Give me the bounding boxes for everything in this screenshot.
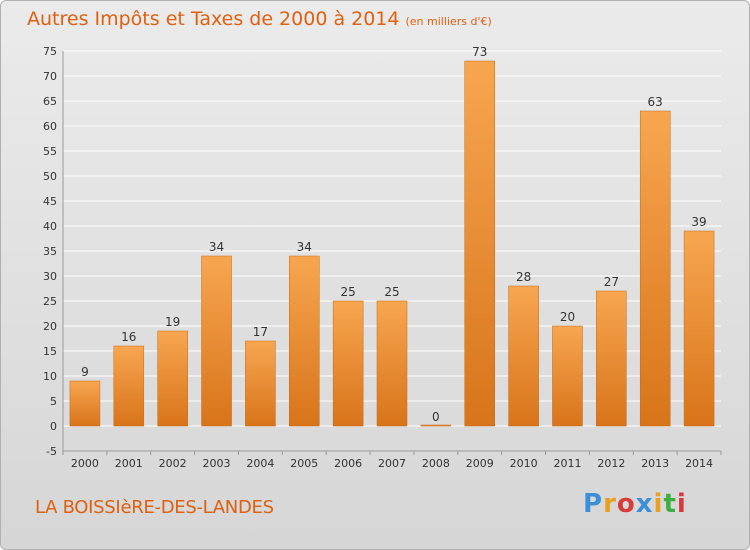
proxiti-logo[interactable]: Proxiti <box>583 489 687 519</box>
data-label-2004: 17 <box>253 325 268 339</box>
y-tick-label: 45 <box>43 195 57 208</box>
chart-title-unit: (en milliers d'€) <box>405 15 492 28</box>
data-label-2002: 19 <box>165 315 180 329</box>
y-tick-label: 20 <box>43 320 57 333</box>
y-tick-label: 60 <box>43 120 57 133</box>
x-tick-label-2006: 2006 <box>334 457 362 470</box>
x-tick-label-2010: 2010 <box>510 457 538 470</box>
y-tick-label: 55 <box>43 145 57 158</box>
data-label-2009: 73 <box>472 45 487 59</box>
bar-2010 <box>508 285 539 427</box>
bar-2014 <box>683 230 715 427</box>
data-label-2001: 16 <box>121 330 136 344</box>
y-tick-label: -5 <box>46 445 57 458</box>
y-tick-label: 70 <box>43 70 57 83</box>
bar-2011 <box>552 325 583 427</box>
y-tick-label: 0 <box>50 420 57 433</box>
bar-2012 <box>596 290 627 427</box>
chart-title: Autres Impôts et Taxes de 2000 à 2014 (en… <box>27 8 492 30</box>
logo-letter: i <box>676 489 687 519</box>
x-tick-label-2008: 2008 <box>422 457 450 470</box>
x-tick-label-2001: 2001 <box>115 457 143 470</box>
bar-2006 <box>332 300 364 427</box>
data-label-2011: 20 <box>560 310 575 324</box>
y-tick-label: 10 <box>43 370 57 383</box>
data-label-2006: 25 <box>340 285 355 299</box>
logo-letter: i <box>653 489 664 519</box>
data-label-2003: 34 <box>209 240 224 254</box>
x-tick-label-2011: 2011 <box>553 457 581 470</box>
bars <box>69 60 715 427</box>
y-tick-label: 5 <box>50 395 57 408</box>
x-tick-label-2009: 2009 <box>466 457 494 470</box>
x-tick-label-2000: 2000 <box>71 457 99 470</box>
logo-letter: P <box>583 489 604 519</box>
logo-letter: r <box>603 489 617 519</box>
x-tick-label-2004: 2004 <box>246 457 274 470</box>
y-tick-label: 25 <box>43 295 57 308</box>
bar-2005 <box>289 255 320 427</box>
y-tick-label: 50 <box>43 170 57 183</box>
data-label-2010: 28 <box>516 270 531 284</box>
x-tick-label-2012: 2012 <box>597 457 625 470</box>
bar-2001 <box>113 345 145 427</box>
bar-2008 <box>420 424 452 427</box>
data-label-2012: 27 <box>604 275 619 289</box>
x-tick-label-2007: 2007 <box>378 457 406 470</box>
y-tick-label: 40 <box>43 220 57 233</box>
x-tick-label-2003: 2003 <box>203 457 231 470</box>
data-label-2008: 0 <box>432 410 440 424</box>
data-label-2013: 63 <box>648 95 663 109</box>
data-label-2005: 34 <box>297 240 312 254</box>
data-labels: 9 16 19 34 17 34 25 25 0 73 28 20 27 63 39 <box>81 45 707 424</box>
x-tick-label-2013: 2013 <box>641 457 669 470</box>
chart-title-text: Autres Impôts et Taxes de 2000 à 2014 <box>27 8 400 30</box>
y-tick-label: 35 <box>43 245 57 258</box>
data-label-2000: 9 <box>81 365 89 379</box>
y-tick-label: 15 <box>43 345 57 358</box>
bar-2009 <box>464 60 495 427</box>
x-tick-label-2014: 2014 <box>685 457 713 470</box>
x-tick-label-2002: 2002 <box>159 457 187 470</box>
logo-letter: t <box>663 489 677 519</box>
y-tick-label: 65 <box>43 95 57 108</box>
data-label-2014: 39 <box>691 215 706 229</box>
bar-2013 <box>639 110 671 427</box>
bar-2007 <box>376 300 408 427</box>
y-tick-label: 75 <box>43 45 57 58</box>
y-tick-label: 30 <box>43 270 57 283</box>
logo-letter: o <box>616 489 636 519</box>
x-tick-label-2005: 2005 <box>290 457 318 470</box>
axes <box>62 51 722 455</box>
bar-2000 <box>69 380 101 427</box>
logo-letter: x <box>635 489 654 519</box>
bar-2003 <box>201 255 232 427</box>
bar-2004 <box>245 340 276 427</box>
data-label-2007: 25 <box>384 285 399 299</box>
place-name: LA BOISSIèRE-DES-LANDES <box>35 497 274 518</box>
bar-2002 <box>157 330 188 427</box>
